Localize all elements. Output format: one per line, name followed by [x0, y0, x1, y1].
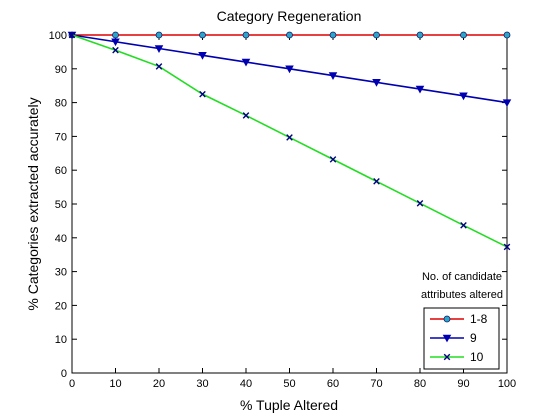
x-tick-label: 90 [457, 378, 469, 390]
data-point [443, 353, 451, 361]
y-tick-label: 70 [55, 131, 67, 143]
data-point [503, 31, 511, 39]
data-point [68, 31, 76, 39]
data-point [416, 200, 424, 207]
legend-label: 9 [470, 331, 477, 345]
legend-entry: 9 [430, 331, 477, 345]
y-tick-label: 10 [55, 334, 67, 346]
data-point [372, 79, 381, 87]
legend-title-line-1: No. of candidate [422, 271, 502, 283]
data-point [502, 99, 512, 108]
y-tick-label: 60 [55, 165, 67, 177]
data-point [503, 243, 511, 251]
data-point [286, 134, 293, 141]
x-tick-label: 30 [196, 378, 208, 390]
data-point [111, 38, 120, 47]
data-point [460, 221, 467, 229]
x-tick-label: 60 [327, 378, 339, 390]
data-point [155, 31, 163, 39]
data-point [373, 178, 380, 185]
x-tick-label: 100 [498, 378, 516, 390]
x-tick-label: 20 [153, 378, 165, 390]
series-9 [67, 31, 512, 108]
data-point [154, 45, 164, 53]
x-tick-label: 10 [109, 378, 121, 390]
x-tick-label: 70 [370, 378, 382, 390]
y-tick-label: 100 [49, 30, 67, 42]
data-point [286, 31, 293, 39]
data-point [415, 85, 425, 94]
legend: 1-8 9 10 [423, 307, 500, 370]
data-point [285, 65, 294, 74]
data-point [199, 90, 206, 98]
x-axis-label: % Tuple Altered [240, 397, 338, 413]
series-10 [68, 31, 511, 251]
y-axis: 0 10 20 30 40 50 60 70 80 90 100 [49, 30, 507, 380]
legend-entry: 1-8 [430, 312, 488, 326]
legend-title-line-2: attributes altered [421, 289, 503, 301]
data-point [459, 92, 468, 101]
data-point [241, 58, 251, 67]
y-tick-label: 30 [55, 267, 67, 279]
y-tick-label: 90 [55, 64, 67, 76]
data-point [329, 156, 337, 163]
x-tick-label: 40 [240, 378, 252, 390]
series-layer [67, 31, 512, 251]
y-tick-label: 80 [55, 98, 67, 110]
data-point [242, 112, 250, 119]
data-point [416, 31, 424, 39]
y-tick-label: 50 [55, 199, 67, 211]
data-point [460, 31, 467, 39]
data-point [443, 315, 451, 323]
legend-label: 10 [470, 350, 484, 364]
data-point [112, 46, 119, 54]
y-tick-label: 40 [55, 233, 67, 245]
data-point [328, 72, 338, 80]
data-point [373, 31, 380, 39]
data-point [112, 31, 119, 39]
x-tick-label: 50 [283, 378, 295, 390]
data-point [442, 334, 452, 343]
data-point [199, 31, 206, 39]
data-point [155, 63, 163, 70]
legend-label: 1-8 [470, 312, 488, 326]
data-point [329, 31, 337, 39]
data-point [198, 52, 207, 60]
y-tick-label: 20 [55, 300, 67, 312]
chart-title: Category Regeneration [217, 8, 362, 24]
y-axis-label: % Categories extracted accurately [25, 97, 41, 310]
y-tick-label: 0 [61, 368, 67, 380]
x-tick-label: 80 [414, 378, 426, 390]
data-point [242, 31, 250, 39]
x-tick-label: 0 [69, 378, 75, 390]
legend-entry: 10 [430, 350, 484, 364]
